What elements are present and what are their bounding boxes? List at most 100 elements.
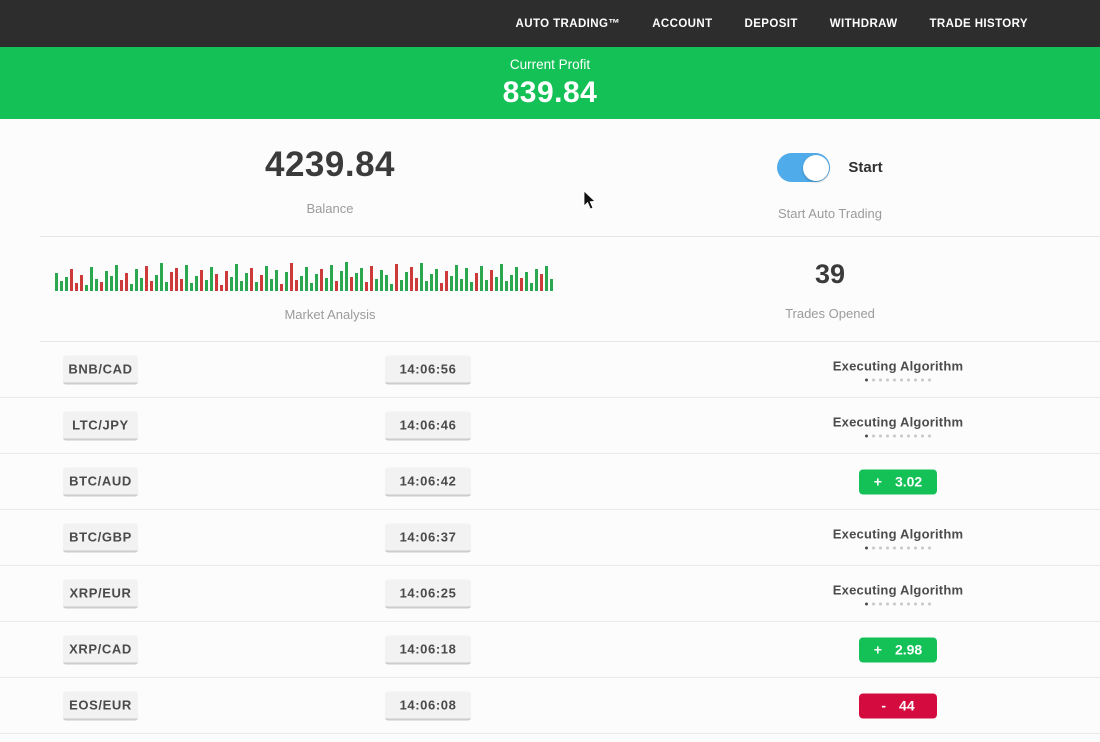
trade-row: BNB/CAD 14:06:56 Executing Algorithm (0, 342, 1100, 398)
chart-bar (75, 283, 78, 291)
chart-bar (150, 281, 153, 291)
chart-bar (405, 272, 408, 291)
trade-row: XRP/CAD 14:06:18 + 2.98 (0, 622, 1100, 678)
chart-bar (365, 282, 368, 291)
result-badge: + 2.98 (859, 637, 937, 662)
balance-block: 4239.84 Balance (40, 145, 620, 216)
chart-bar (90, 267, 93, 291)
pair-badge: BTC/AUD (63, 467, 138, 496)
chart-bar (445, 271, 448, 291)
pair-badge: LTC/JPY (63, 411, 138, 440)
chart-bar (375, 279, 378, 291)
chart-bar (335, 281, 338, 291)
chart-bar (215, 274, 218, 291)
time-badge: 14:06:37 (385, 523, 471, 552)
chart-bar (530, 283, 533, 291)
result-sign: + (873, 641, 882, 658)
executing-label: Executing Algorithm (832, 582, 964, 597)
nav-item-deposit[interactable]: DEPOSIT (744, 17, 798, 30)
result-sign: + (873, 473, 882, 490)
chart-bar (255, 282, 258, 291)
chart-bar (500, 264, 503, 291)
auto-trading-block: Start Start Auto Trading (620, 145, 1040, 221)
status-executing: Executing Algorithm (798, 526, 998, 549)
progress-dots (798, 434, 998, 437)
chart-bar (80, 275, 83, 291)
trade-row: BTC/GBP 14:06:37 Executing Algorithm (0, 510, 1100, 566)
chart-bar (245, 273, 248, 291)
chart-bar (470, 282, 473, 291)
chart-bar (415, 278, 418, 291)
chart-bar (160, 263, 163, 291)
chart-bar (540, 274, 543, 291)
chart-bar (545, 266, 548, 291)
chart-bar (145, 266, 148, 291)
chart-bar (490, 270, 493, 291)
chart-bar (410, 267, 413, 291)
profit-value: 839.84 (502, 75, 598, 109)
nav-item-account[interactable]: ACCOUNT (652, 17, 713, 30)
chart-bar (250, 268, 253, 291)
chart-bar (95, 279, 98, 291)
balance-value: 4239.84 (264, 145, 396, 184)
chart-bar (220, 285, 223, 291)
progress-dots (798, 546, 998, 549)
chart-bar (495, 277, 498, 291)
market-analysis-chart (55, 255, 560, 291)
status-executing: Executing Algorithm (798, 414, 998, 437)
chart-bar (140, 278, 143, 291)
chart-bar (205, 280, 208, 291)
pair-badge: XRP/CAD (63, 635, 138, 664)
status-result: - 44 (798, 693, 998, 718)
time-badge: 14:06:56 (385, 355, 471, 384)
chart-bar (310, 283, 313, 291)
chart-bar (450, 276, 453, 291)
chart-bar (400, 280, 403, 291)
chart-bar (240, 281, 243, 291)
chart-bar (315, 274, 318, 291)
nav-item-withdraw[interactable]: WITHDRAW (829, 17, 898, 30)
chart-bar (355, 273, 358, 291)
chart-bar (430, 274, 433, 291)
chart-bar (130, 284, 133, 291)
market-analysis-block: Market Analysis (40, 255, 620, 322)
trades-opened-label: Trades Opened (785, 306, 875, 321)
profit-label: Current Profit (509, 56, 591, 72)
chart-bar (70, 269, 73, 291)
chart-bar (155, 275, 158, 291)
pair-badge: BTC/GBP (63, 523, 138, 552)
time-badge: 14:06:46 (385, 411, 471, 440)
chart-bar (360, 268, 363, 291)
profit-banner: Current Profit 839.84 (0, 47, 1100, 119)
chart-bar (550, 279, 553, 291)
status-result: + 3.02 (798, 469, 998, 494)
chart-bar (505, 281, 508, 291)
chart-bar (230, 277, 233, 291)
chart-bar (170, 272, 173, 291)
chart-bar (295, 280, 298, 291)
nav-item-trade-history[interactable]: TRADE HISTORY (929, 17, 1028, 30)
pair-badge: XRP/EUR (63, 579, 138, 608)
trade-row: EOS/EUR 14:06:08 - 44 (0, 678, 1100, 734)
chart-bar (195, 276, 198, 291)
chart-bar (380, 270, 383, 291)
chart-bar (290, 263, 293, 291)
nav-item-auto-trading[interactable]: AUTO TRADING™ (515, 17, 621, 30)
chart-bar (285, 272, 288, 291)
chart-bar (270, 279, 273, 291)
chart-bar (265, 266, 268, 291)
chart-bar (370, 266, 373, 291)
auto-trading-toggle[interactable] (777, 153, 831, 182)
chart-bar (390, 284, 393, 291)
time-badge: 14:06:08 (385, 691, 471, 720)
chart-bar (420, 263, 423, 291)
chart-bar (395, 264, 398, 291)
trades-opened-value: 39 (814, 259, 846, 289)
chart-bar (425, 281, 428, 291)
chart-bar (85, 285, 88, 291)
balance-label: Balance (306, 201, 354, 216)
chart-bar (260, 275, 263, 291)
status-result: + 2.98 (798, 637, 998, 662)
stats-row-balance: 4239.84 Balance Start Start Auto Trading (40, 119, 1100, 237)
